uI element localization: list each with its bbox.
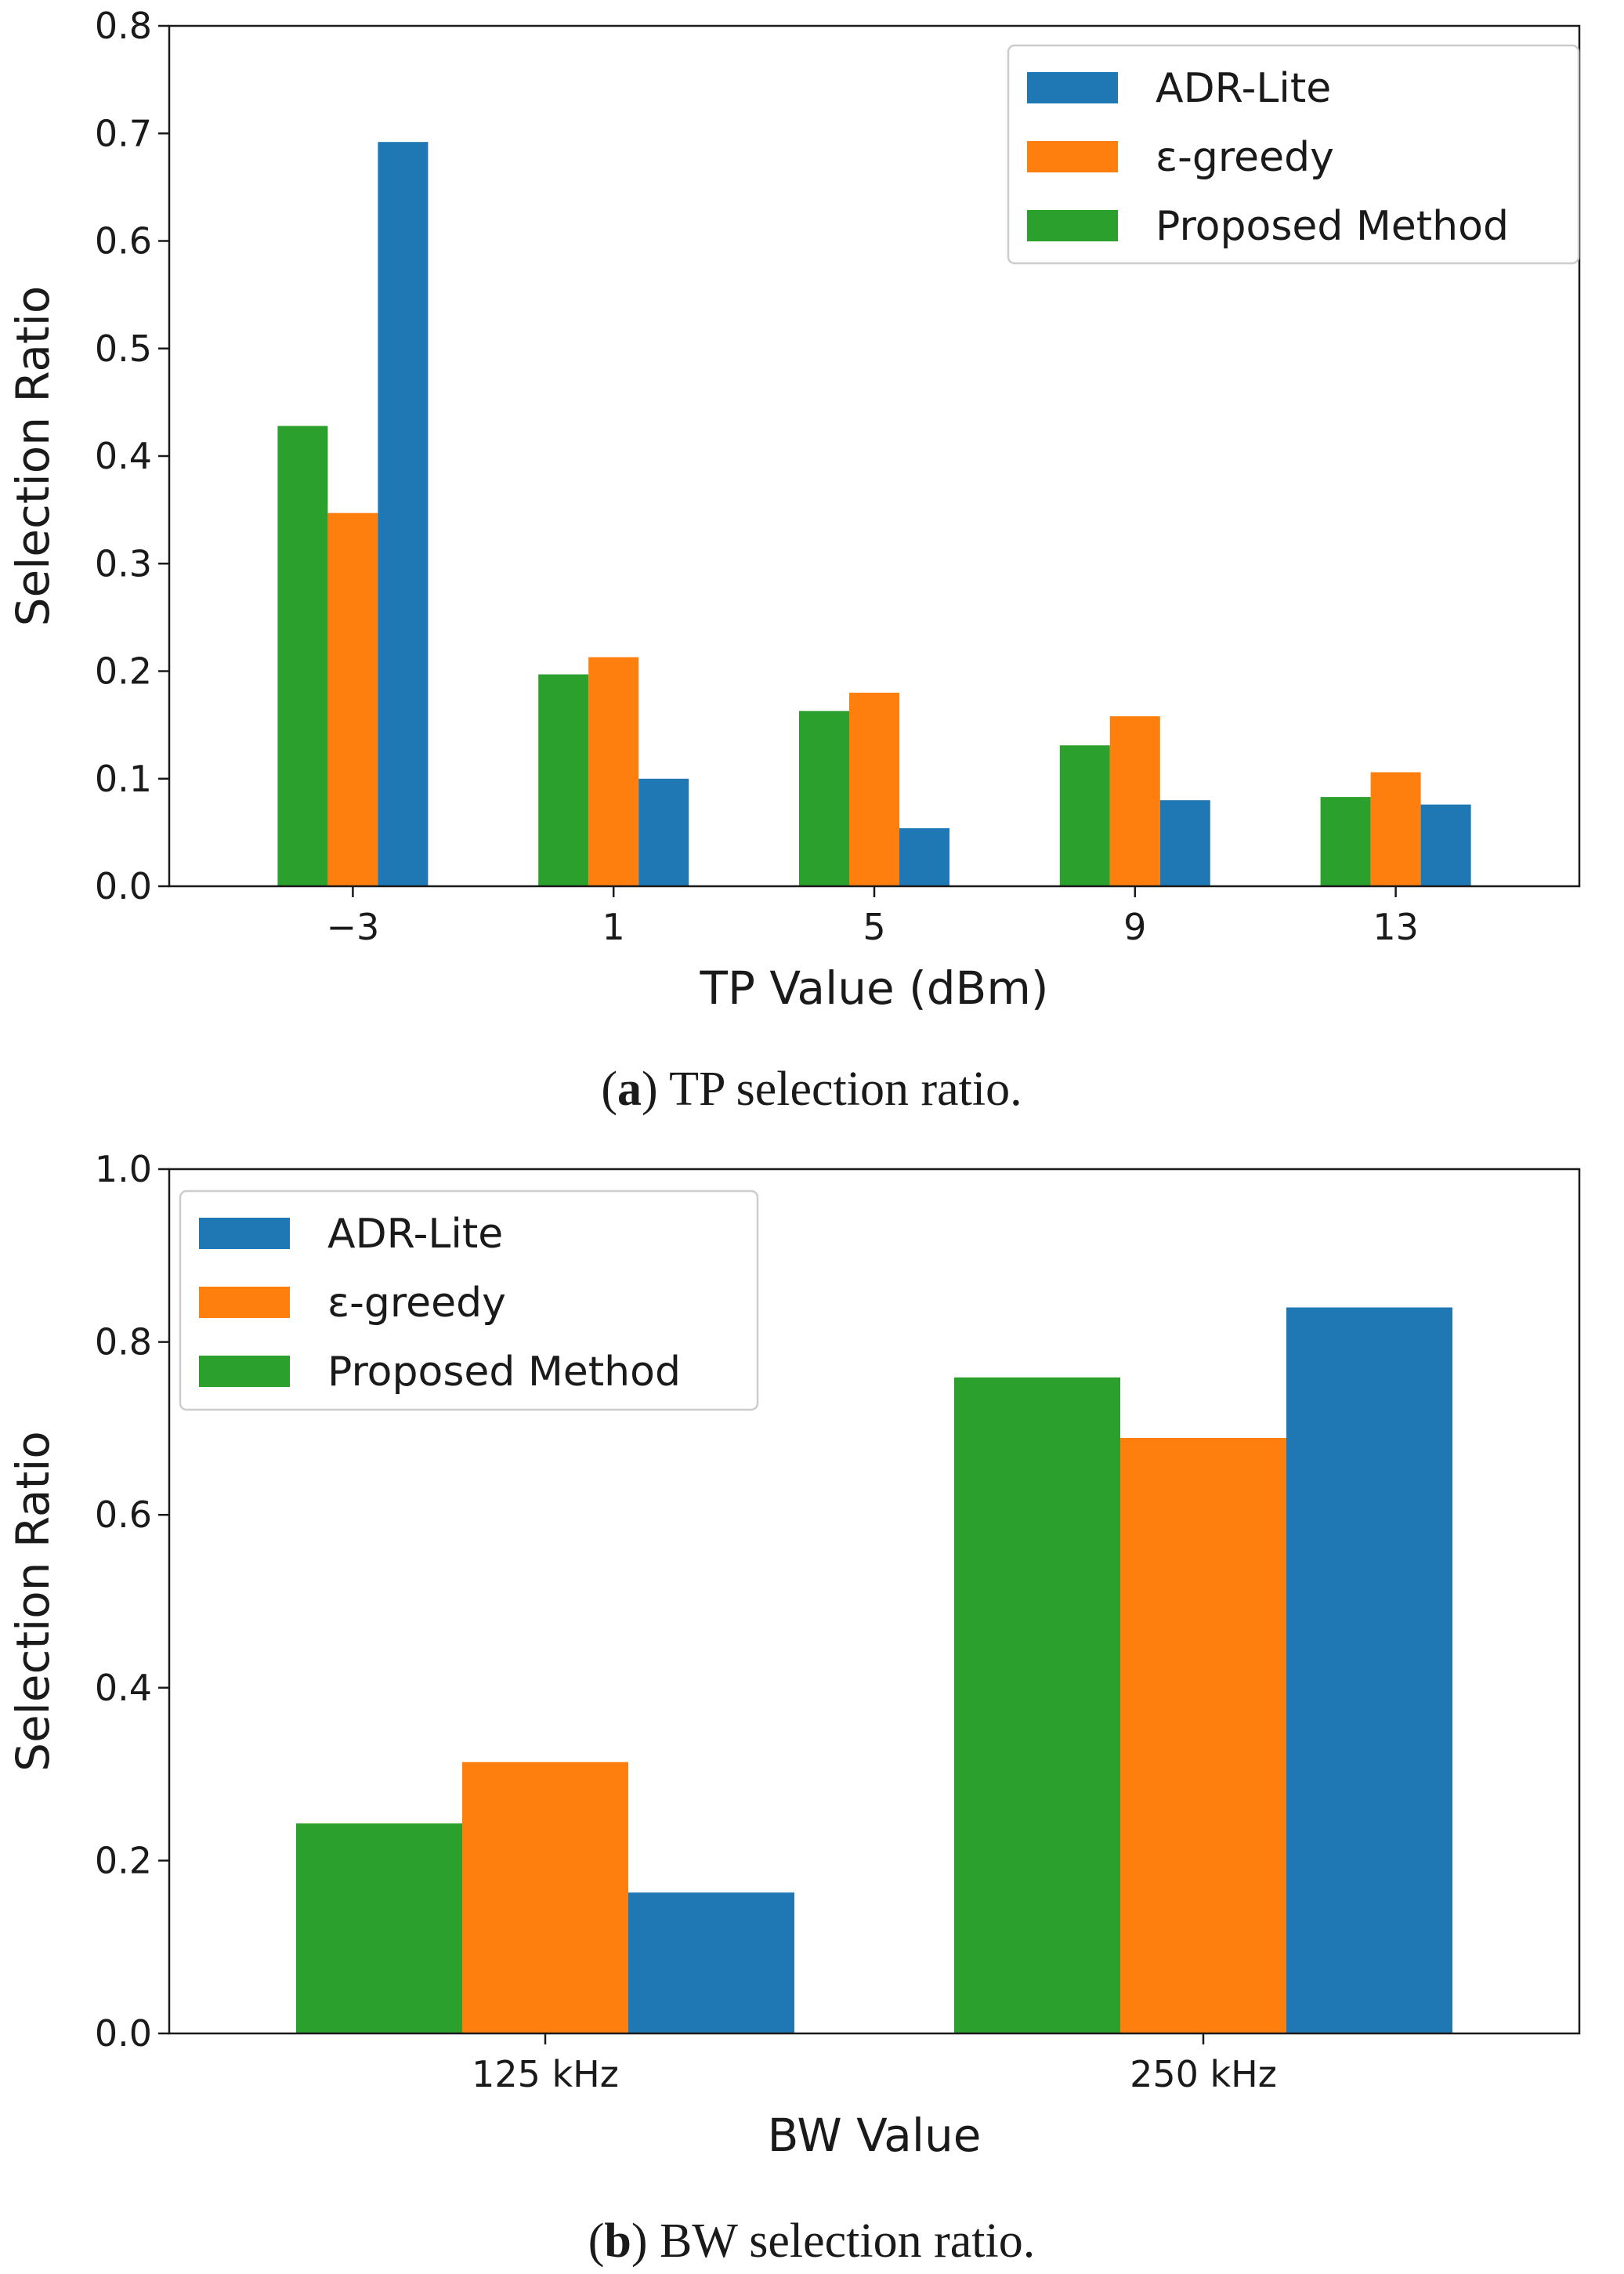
x-tick-label: 9 bbox=[1123, 906, 1146, 948]
caption-tp: (a) TP selection ratio. bbox=[601, 1063, 1022, 1116]
bar-proposed-method-0 bbox=[296, 1823, 462, 2033]
bar-adr-lite-0 bbox=[378, 142, 429, 886]
x-tick-label: 250 kHz bbox=[1130, 2053, 1277, 2095]
legend-label: ε-greedy bbox=[327, 1280, 506, 1327]
bar-proposed-method-0 bbox=[277, 425, 328, 886]
legend-label: ADR-Lite bbox=[1156, 65, 1331, 112]
legend-box bbox=[1007, 44, 1580, 265]
bar-greedy-1 bbox=[1120, 1438, 1286, 2033]
caption-bw: (b) BW selection ratio. bbox=[588, 2214, 1036, 2268]
y-tick-label: 1.0 bbox=[95, 1148, 152, 1190]
y-tick-label: 0.0 bbox=[95, 2012, 152, 2055]
bar-adr-lite-1 bbox=[638, 778, 689, 887]
y-tick-label: 0.6 bbox=[95, 220, 152, 263]
x-tick-label: −3 bbox=[326, 906, 379, 948]
y-axis-title: Selection Ratio bbox=[6, 286, 60, 627]
legend-label: Proposed Method bbox=[327, 1349, 681, 1396]
x-tick-label: 1 bbox=[602, 906, 625, 948]
bar-adr-lite-2 bbox=[899, 827, 949, 886]
bar-adr-lite-3 bbox=[1159, 800, 1210, 886]
y-tick-label: 0.4 bbox=[95, 1667, 152, 1709]
tp-selection-chart: 0.0 0.1 0.2 0.3 0.4 0.5 0.6 0.7 0.8 −3 1 5 9 13 TP Val… bbox=[6, 5, 1581, 1015]
x-tick-label: 125 kHz bbox=[472, 2053, 619, 2095]
bar-proposed-method-2 bbox=[799, 711, 849, 886]
y-tick-label: 0.8 bbox=[95, 1321, 152, 1363]
legend-swatch bbox=[1027, 141, 1118, 172]
bar-proposed-method-4 bbox=[1320, 797, 1371, 886]
plot-frame bbox=[168, 1168, 1581, 2035]
y-tick-label: 0.5 bbox=[95, 328, 152, 370]
bar-adr-lite-0 bbox=[628, 1892, 794, 2033]
y-tick-label: 0.4 bbox=[95, 435, 152, 477]
x-axis-title: TP Value (dBm) bbox=[700, 961, 1049, 1015]
legend-swatch bbox=[199, 1356, 290, 1387]
bar-proposed-method-1 bbox=[954, 1377, 1120, 2033]
x-tick-label: 13 bbox=[1373, 906, 1419, 948]
legend-label: ADR-Lite bbox=[327, 1211, 503, 1258]
y-tick-label: 0.2 bbox=[95, 1839, 152, 1881]
y-tick-label: 0.8 bbox=[95, 5, 152, 47]
bar-greedy-0 bbox=[327, 512, 378, 886]
bar-proposed-method-3 bbox=[1059, 745, 1110, 886]
y-tick-label: 0.1 bbox=[95, 758, 152, 800]
y-axis-title: Selection Ratio bbox=[6, 1431, 60, 1772]
legend-label: ε-greedy bbox=[1156, 134, 1334, 181]
bar-greedy-2 bbox=[849, 693, 899, 886]
bar-adr-lite-1 bbox=[1286, 1307, 1452, 2033]
legend-swatch bbox=[1027, 210, 1118, 241]
y-tick-label: 0.3 bbox=[95, 542, 152, 585]
bar-proposed-method-1 bbox=[538, 674, 589, 886]
bw-selection-chart: 0.0 0.2 0.4 0.6 0.8 1.0 125 kHz 250 kHz BW Value… bbox=[6, 1148, 1581, 2162]
bar-greedy-4 bbox=[1370, 772, 1421, 886]
legend-box bbox=[179, 1190, 759, 1411]
y-tick-label: 0.6 bbox=[95, 1494, 152, 1536]
legend-swatch bbox=[199, 1287, 290, 1318]
bar-greedy-0 bbox=[462, 1762, 628, 2033]
x-tick-label: 5 bbox=[863, 906, 885, 948]
bar-adr-lite-4 bbox=[1420, 804, 1471, 886]
bar-greedy-1 bbox=[588, 657, 639, 886]
y-tick-label: 0.2 bbox=[95, 650, 152, 693]
legend-label: Proposed Method bbox=[1156, 203, 1509, 250]
bar-greedy-3 bbox=[1109, 716, 1160, 886]
legend-swatch bbox=[1027, 72, 1118, 103]
y-tick-label: 0.0 bbox=[95, 865, 152, 907]
y-tick-label: 0.7 bbox=[95, 112, 152, 154]
x-axis-title: BW Value bbox=[768, 2109, 982, 2162]
legend-swatch bbox=[199, 1218, 290, 1249]
